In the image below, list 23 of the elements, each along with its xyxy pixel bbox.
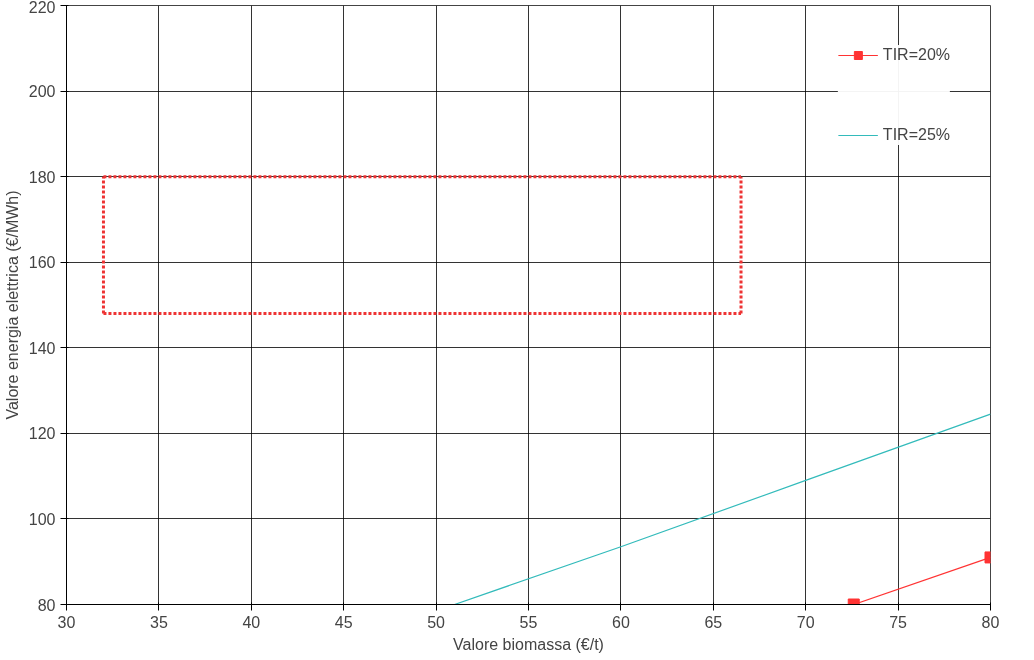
x-tick-label: 35 [150,613,168,631]
y-axis-title: Valore energia elettrica (€/MWh) [3,190,21,420]
x-axis-title: Valore biomassa (€/t) [453,635,604,653]
y-tick-label: 140 [28,339,56,357]
x-tick-label: 75 [889,613,908,631]
y-tick-label: 100 [28,510,56,528]
x-tick-label: 45 [334,613,353,631]
x-tick-label: 30 [57,613,76,631]
legend-label: TIR=20% [882,46,950,64]
x-tick-label: 70 [796,613,815,631]
y-tick-label: 200 [28,83,56,101]
x-tick-label: 55 [519,613,538,631]
legend-label: TIR=25% [882,126,950,144]
y-tick-label: 80 [37,596,56,614]
y-tick-label: 180 [28,168,56,186]
x-tick-label: 80 [981,613,1000,631]
y-tick-label: 120 [28,425,56,443]
x-tick-label: 60 [612,613,630,631]
y-tick-label: 220 [28,0,56,16]
y-tick-label: 160 [28,254,56,272]
x-tick-label: 65 [704,613,723,631]
x-tick-label: 40 [242,613,261,631]
x-tick-label: 50 [427,613,446,631]
